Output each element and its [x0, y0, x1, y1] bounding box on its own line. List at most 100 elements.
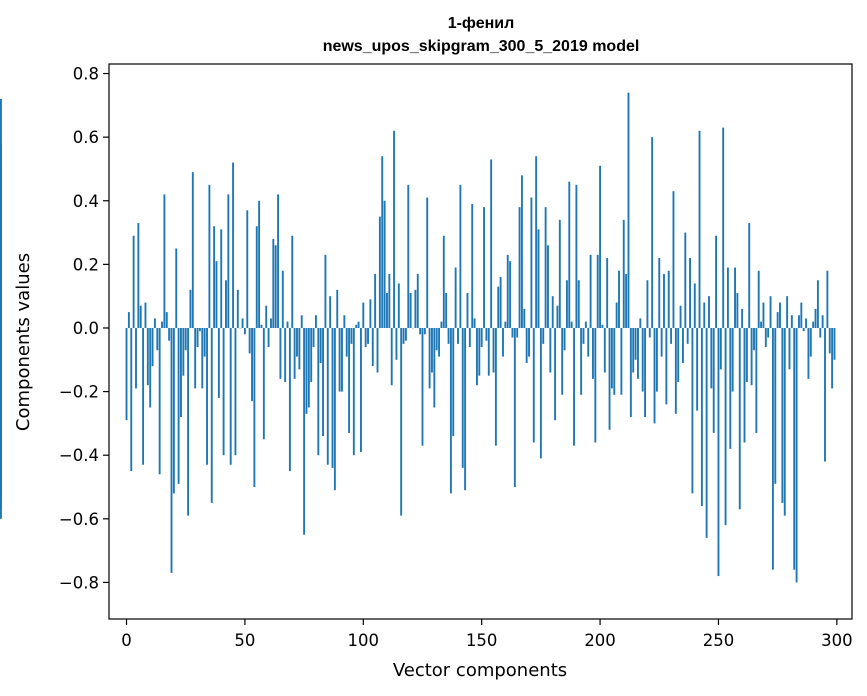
bar-213 — [629, 327, 632, 418]
bar-series — [0, 92, 836, 583]
bar-122 — [414, 289, 417, 328]
bar-178 — [547, 245, 549, 328]
bar-41 — [222, 327, 225, 456]
bar-124 — [419, 327, 422, 335]
bar-95 — [350, 327, 353, 344]
bar-257 — [734, 267, 736, 328]
bar-127 — [426, 197, 429, 328]
bar-237 — [686, 327, 689, 344]
x-tick-label: 250 — [703, 631, 735, 650]
bar-42 — [225, 280, 227, 328]
x-tick-label: 50 — [234, 631, 255, 650]
bar-126 — [423, 327, 426, 335]
bar-276 — [779, 302, 781, 328]
bar-283 — [795, 327, 798, 583]
y-tick-label: 0.6 — [73, 128, 99, 147]
bar-22 — [177, 327, 180, 484]
bar-228 — [665, 327, 668, 405]
bar-77 — [307, 327, 310, 408]
bar-117 — [402, 327, 405, 344]
bar-109 — [383, 200, 386, 328]
bar-144 — [466, 293, 469, 328]
bar-180 — [551, 296, 554, 328]
bar-201 — [601, 324, 604, 328]
bar-39 — [217, 327, 220, 398]
bar-277 — [781, 327, 784, 503]
bar-115 — [397, 283, 400, 328]
bar-282 — [793, 327, 796, 570]
bar-undefined — [0, 283, 2, 328]
bar-156 — [494, 327, 497, 446]
bar-204 — [608, 327, 611, 430]
bar-56 — [258, 200, 261, 328]
bar-154 — [490, 159, 493, 328]
bar-81 — [317, 327, 320, 456]
bar-149 — [478, 327, 481, 376]
bar-129 — [431, 327, 433, 373]
bar-46 — [234, 327, 237, 456]
bar-125 — [421, 327, 424, 446]
bar-84 — [324, 254, 327, 328]
bar-107 — [378, 216, 381, 328]
bar-15 — [161, 321, 163, 328]
bar-93 — [345, 327, 348, 357]
bar-96 — [352, 327, 355, 456]
bar-192 — [580, 327, 583, 395]
bar-36 — [210, 327, 213, 503]
bar-275 — [776, 312, 779, 328]
bar-134 — [442, 235, 445, 328]
bar-70 — [291, 235, 294, 328]
bar-138 — [452, 327, 455, 437]
bar-202 — [603, 327, 606, 373]
bar-100 — [362, 302, 365, 328]
bar-1 — [127, 312, 130, 328]
x-tick-label: 200 — [584, 631, 616, 650]
bar-227 — [663, 273, 665, 328]
y-tick-label: −0.4 — [59, 446, 99, 465]
bar-206 — [613, 327, 616, 395]
bar-108 — [381, 156, 384, 328]
bar-165 — [516, 327, 519, 338]
bar-35 — [208, 184, 211, 328]
bar-197 — [592, 327, 594, 379]
bar-186 — [565, 280, 568, 328]
bar-181 — [554, 327, 557, 421]
bar-88 — [333, 327, 336, 491]
bar-136 — [447, 327, 450, 344]
bar-137 — [449, 327, 452, 494]
bar-167 — [520, 175, 523, 328]
bar-71 — [293, 327, 296, 379]
bar-231 — [672, 191, 675, 328]
bar-153 — [487, 327, 490, 376]
bar-76 — [305, 327, 308, 414]
bar-221 — [648, 327, 651, 338]
bar-223 — [653, 327, 656, 424]
bar-162 — [509, 261, 512, 328]
bar-14 — [158, 327, 161, 475]
bar-203 — [606, 258, 609, 328]
bar-92 — [343, 315, 346, 328]
y-tick-label: −0.2 — [59, 383, 99, 402]
bar-148 — [476, 327, 478, 386]
bar-94 — [348, 327, 351, 433]
bar-2 — [130, 327, 133, 472]
bar-undefined — [0, 327, 2, 497]
bar-188 — [570, 321, 573, 328]
bar-264 — [750, 327, 753, 386]
bar-118 — [404, 327, 407, 341]
bar-79 — [312, 327, 315, 348]
bar-90 — [338, 327, 341, 392]
bar-139 — [454, 267, 457, 328]
bar-24 — [182, 327, 185, 376]
bar-18 — [168, 327, 171, 341]
bar-284 — [798, 315, 800, 328]
bar-114 — [395, 327, 398, 360]
bar-104 — [371, 327, 374, 367]
bar-226 — [660, 327, 663, 357]
bar-151 — [483, 207, 485, 328]
bar-163 — [511, 327, 514, 338]
bar-80 — [314, 315, 317, 328]
bar-53 — [251, 327, 253, 402]
bar-274 — [774, 327, 777, 484]
bar-50 — [243, 327, 246, 335]
